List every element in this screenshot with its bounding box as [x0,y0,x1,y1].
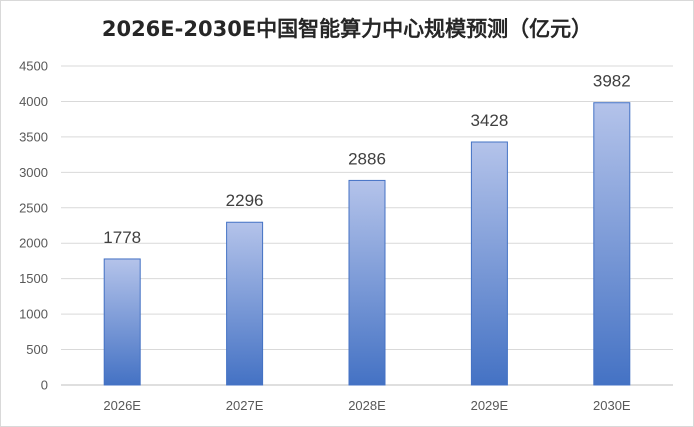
y-tick-label: 0 [41,378,48,393]
y-tick-label: 500 [26,342,48,357]
bar-2030E [593,102,631,386]
y-tick-label: 4000 [19,94,48,109]
x-tick-label: 2030E [593,398,631,413]
y-tick-label: 3000 [19,165,48,180]
data-label: 1778 [103,228,141,247]
x-tick-label: 2028E [348,398,386,413]
y-tick-label: 1500 [19,271,48,286]
data-label: 3428 [470,111,508,130]
bar-2027E [226,221,264,386]
data-label: 2886 [348,149,386,168]
x-tick-label: 2026E [103,398,141,413]
bars [103,102,631,386]
chart-title: 2026E-2030E中国智能算力中心规模预测（亿元） [101,17,593,41]
y-tick-label: 2500 [19,200,48,215]
bar-2028E [348,179,386,386]
x-tick-label: 2027E [226,398,264,413]
data-labels: 1778 2296 2886 3428 3982 [103,72,630,247]
y-tick-label: 3500 [19,129,48,144]
data-label: 2296 [226,191,264,210]
bar-2026E [103,258,141,386]
y-tick-label: 2000 [19,236,48,251]
y-tick-label: 4500 [19,59,48,74]
y-tick-label: 1000 [19,307,48,322]
x-axis: 2026E 2027E 2028E 2029E 2030E [103,398,631,413]
bar-2029E [470,141,508,386]
x-tick-label: 2029E [471,398,509,413]
y-axis: 0 500 1000 1500 2000 2500 3000 3500 4000 4500 [19,59,48,393]
data-label: 3982 [593,72,631,91]
